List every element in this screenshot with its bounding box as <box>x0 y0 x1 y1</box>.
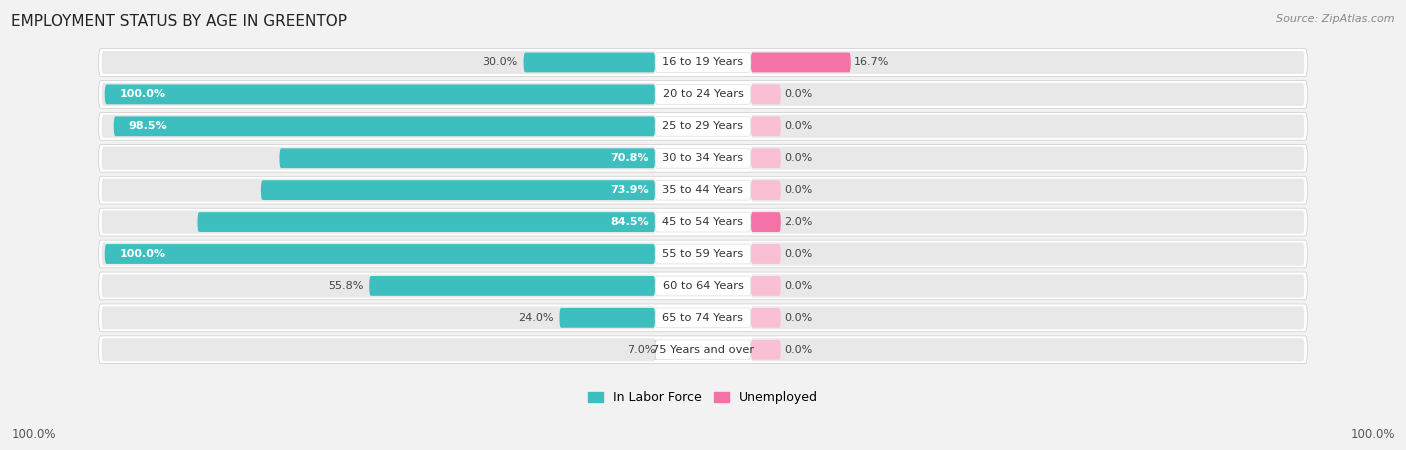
FancyBboxPatch shape <box>114 117 655 136</box>
FancyBboxPatch shape <box>751 212 780 232</box>
FancyBboxPatch shape <box>98 49 1308 76</box>
FancyBboxPatch shape <box>98 272 1308 300</box>
FancyBboxPatch shape <box>104 244 655 264</box>
Text: 0.0%: 0.0% <box>783 313 813 323</box>
Text: 0.0%: 0.0% <box>783 90 813 99</box>
Text: 55.8%: 55.8% <box>328 281 363 291</box>
Legend: In Labor Force, Unemployed: In Labor Force, Unemployed <box>588 391 818 404</box>
FancyBboxPatch shape <box>560 308 655 328</box>
Text: 0.0%: 0.0% <box>783 185 813 195</box>
FancyBboxPatch shape <box>101 83 655 106</box>
FancyBboxPatch shape <box>104 85 655 104</box>
FancyBboxPatch shape <box>655 244 751 264</box>
FancyBboxPatch shape <box>655 212 751 232</box>
Text: 7.0%: 7.0% <box>627 345 655 355</box>
FancyBboxPatch shape <box>655 53 751 72</box>
FancyBboxPatch shape <box>101 147 655 170</box>
Text: 100.0%: 100.0% <box>1350 428 1395 441</box>
Text: 98.5%: 98.5% <box>129 122 167 131</box>
Text: 0.0%: 0.0% <box>783 122 813 131</box>
FancyBboxPatch shape <box>751 244 780 264</box>
FancyBboxPatch shape <box>101 306 655 329</box>
FancyBboxPatch shape <box>370 276 655 296</box>
FancyBboxPatch shape <box>98 240 1308 268</box>
FancyBboxPatch shape <box>98 304 1308 332</box>
FancyBboxPatch shape <box>751 306 1305 329</box>
FancyBboxPatch shape <box>751 179 1305 202</box>
Text: 75 Years and over: 75 Years and over <box>652 345 754 355</box>
Text: 25 to 29 Years: 25 to 29 Years <box>662 122 744 131</box>
FancyBboxPatch shape <box>101 211 655 234</box>
Text: 70.8%: 70.8% <box>610 153 650 163</box>
FancyBboxPatch shape <box>655 180 751 200</box>
FancyBboxPatch shape <box>655 148 751 168</box>
FancyBboxPatch shape <box>751 340 780 360</box>
Text: Source: ZipAtlas.com: Source: ZipAtlas.com <box>1277 14 1395 23</box>
FancyBboxPatch shape <box>98 176 1308 204</box>
FancyBboxPatch shape <box>655 276 751 296</box>
FancyBboxPatch shape <box>262 180 655 200</box>
Text: 2.0%: 2.0% <box>783 217 813 227</box>
Text: 55 to 59 Years: 55 to 59 Years <box>662 249 744 259</box>
Text: 0.0%: 0.0% <box>783 281 813 291</box>
FancyBboxPatch shape <box>280 148 655 168</box>
FancyBboxPatch shape <box>523 53 655 72</box>
FancyBboxPatch shape <box>751 85 780 104</box>
Text: 16.7%: 16.7% <box>853 58 889 68</box>
FancyBboxPatch shape <box>751 148 780 168</box>
FancyBboxPatch shape <box>655 117 751 136</box>
FancyBboxPatch shape <box>751 276 780 296</box>
FancyBboxPatch shape <box>98 81 1308 108</box>
FancyBboxPatch shape <box>98 336 1308 364</box>
Text: 30.0%: 30.0% <box>482 58 517 68</box>
FancyBboxPatch shape <box>751 51 1305 74</box>
FancyBboxPatch shape <box>751 53 851 72</box>
Text: 60 to 64 Years: 60 to 64 Years <box>662 281 744 291</box>
FancyBboxPatch shape <box>751 115 1305 138</box>
Text: 100.0%: 100.0% <box>120 90 166 99</box>
Text: 45 to 54 Years: 45 to 54 Years <box>662 217 744 227</box>
FancyBboxPatch shape <box>751 180 780 200</box>
Text: 30 to 34 Years: 30 to 34 Years <box>662 153 744 163</box>
FancyBboxPatch shape <box>101 179 655 202</box>
Text: 24.0%: 24.0% <box>517 313 554 323</box>
Text: 100.0%: 100.0% <box>120 249 166 259</box>
Text: 100.0%: 100.0% <box>11 428 56 441</box>
FancyBboxPatch shape <box>98 208 1308 236</box>
FancyBboxPatch shape <box>101 243 655 266</box>
FancyBboxPatch shape <box>655 308 751 328</box>
FancyBboxPatch shape <box>101 338 655 361</box>
FancyBboxPatch shape <box>197 212 655 232</box>
Text: EMPLOYMENT STATUS BY AGE IN GREENTOP: EMPLOYMENT STATUS BY AGE IN GREENTOP <box>11 14 347 28</box>
Text: 84.5%: 84.5% <box>610 217 650 227</box>
FancyBboxPatch shape <box>751 308 780 328</box>
Text: 20 to 24 Years: 20 to 24 Years <box>662 90 744 99</box>
FancyBboxPatch shape <box>751 83 1305 106</box>
Text: 0.0%: 0.0% <box>783 249 813 259</box>
Text: 73.9%: 73.9% <box>610 185 650 195</box>
Text: 0.0%: 0.0% <box>783 345 813 355</box>
FancyBboxPatch shape <box>751 147 1305 170</box>
FancyBboxPatch shape <box>751 117 780 136</box>
FancyBboxPatch shape <box>655 85 751 104</box>
FancyBboxPatch shape <box>751 274 1305 297</box>
FancyBboxPatch shape <box>751 211 1305 234</box>
Text: 65 to 74 Years: 65 to 74 Years <box>662 313 744 323</box>
FancyBboxPatch shape <box>751 338 1305 361</box>
FancyBboxPatch shape <box>654 340 662 360</box>
FancyBboxPatch shape <box>751 243 1305 266</box>
FancyBboxPatch shape <box>101 51 655 74</box>
Text: 35 to 44 Years: 35 to 44 Years <box>662 185 744 195</box>
FancyBboxPatch shape <box>98 112 1308 140</box>
FancyBboxPatch shape <box>101 274 655 297</box>
FancyBboxPatch shape <box>98 144 1308 172</box>
Text: 16 to 19 Years: 16 to 19 Years <box>662 58 744 68</box>
Text: 0.0%: 0.0% <box>783 153 813 163</box>
FancyBboxPatch shape <box>655 340 751 360</box>
FancyBboxPatch shape <box>101 115 655 138</box>
